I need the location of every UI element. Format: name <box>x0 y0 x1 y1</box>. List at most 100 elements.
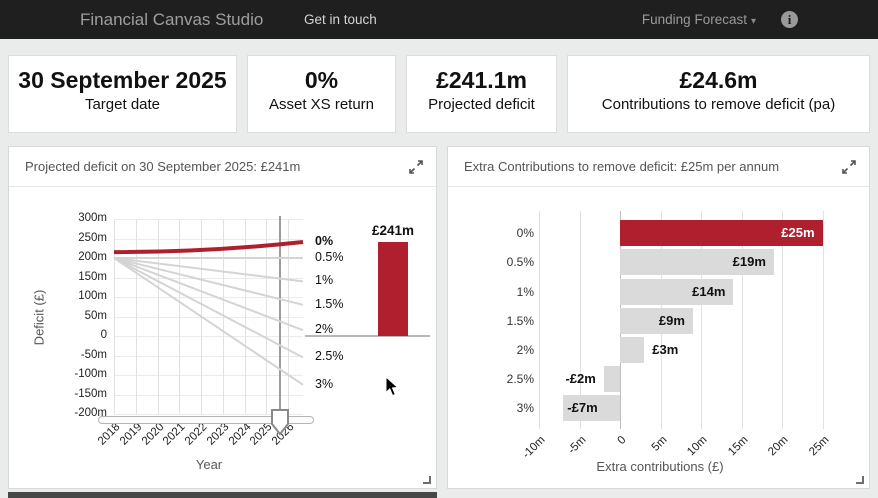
panel-resize-handle[interactable] <box>423 476 431 484</box>
bar-value-label: -£7m <box>567 400 598 415</box>
hbar-row: £3m <box>448 337 871 363</box>
stat-card-projected-deficit: £241.1m Projected deficit <box>406 55 557 133</box>
cutoff-panel-top <box>8 492 437 498</box>
x-axis-label: Year <box>195 457 223 472</box>
stat-value: £24.6m <box>679 67 758 93</box>
expand-icon[interactable] <box>408 159 424 175</box>
fan-label-4: 2% <box>315 322 334 337</box>
contribution-bar <box>563 395 620 421</box>
gridline <box>179 219 180 414</box>
category-label: 0% <box>516 226 534 240</box>
gridline <box>114 258 303 259</box>
hbar-row: £19m <box>448 249 871 275</box>
category-label: 0.5% <box>506 255 534 269</box>
gridline <box>823 211 824 429</box>
year-slider-handle[interactable] <box>271 409 289 436</box>
category-label: 2.5% <box>506 372 534 386</box>
gridline <box>114 278 303 279</box>
stat-value: 0% <box>304 67 339 93</box>
expand-icon[interactable] <box>841 159 857 175</box>
app-title: Financial Canvas Studio <box>80 10 264 29</box>
hbar-row: £9m <box>448 308 871 334</box>
panel-title: Extra Contributions to remove deficit: £… <box>464 159 780 174</box>
navbar: Financial Canvas Studio Get in touch Fun… <box>0 0 878 39</box>
contribution-bar <box>620 279 734 305</box>
fan-label-0: 0% <box>315 234 334 248</box>
fan-label-1: 0.5% <box>315 250 344 264</box>
bar-value-label: -£2m <box>565 371 596 386</box>
gridline <box>288 219 289 414</box>
fan-label-6: 3% <box>315 376 334 391</box>
extra-contributions-panel: Extra Contributions to remove deficit: £… <box>447 146 870 489</box>
y-tick: 200m <box>78 251 107 263</box>
y-tick: 300m <box>78 212 107 224</box>
gridline <box>114 297 303 298</box>
gridline <box>580 211 581 429</box>
hbar-row: £25m <box>448 220 871 246</box>
gridline <box>245 219 246 414</box>
deficit-bar <box>378 242 408 336</box>
gridline <box>201 219 202 414</box>
y-tick: 0 <box>100 329 107 341</box>
y-tick: -50m <box>80 349 107 361</box>
stat-label: Target date <box>84 96 161 113</box>
info-icon[interactable]: i <box>781 11 798 28</box>
contribution-bar <box>620 337 645 363</box>
bar-value-label: £25m <box>781 225 815 240</box>
fan-label-2: 1% <box>315 273 334 288</box>
year-slider-track[interactable] <box>98 416 314 424</box>
gridline <box>539 211 540 429</box>
bar-value-label: £9m <box>658 313 685 328</box>
get-in-touch-link[interactable]: Get in touch <box>304 12 377 27</box>
contribution-bar <box>620 308 693 334</box>
y-tick: 150m <box>78 271 107 283</box>
gridline <box>114 356 303 357</box>
stat-card-asset-xs-return: 0% Asset XS return <box>247 55 396 133</box>
x-axis-label: Extra contributions (£) <box>596 459 724 474</box>
gridline <box>114 336 303 337</box>
stat-label: Asset XS return <box>268 96 375 113</box>
gridline <box>158 219 159 414</box>
gridline <box>782 211 783 429</box>
panel-header: Extra Contributions to remove deficit: £… <box>448 147 869 187</box>
gridline <box>114 219 115 414</box>
gridline <box>223 219 224 414</box>
bar-value-label: £19m <box>732 254 766 269</box>
gridline <box>742 211 743 429</box>
category-label: 2% <box>516 343 534 357</box>
fan-label-5: 2.5% <box>315 349 344 364</box>
stat-label: Projected deficit <box>428 96 535 113</box>
panel-title: Projected deficit on 30 September 2025: … <box>25 159 301 174</box>
contribution-bar <box>603 366 620 392</box>
y-tick: 50m <box>84 310 107 322</box>
stat-card-contributions: £24.6m Contributions to remove deficit (… <box>567 55 870 133</box>
stat-value: £241.1m <box>436 67 527 93</box>
category-label: 1.5% <box>506 314 534 328</box>
panel-resize-handle[interactable] <box>856 476 864 484</box>
contribution-bar <box>620 249 774 275</box>
chevron-down-icon: ▾ <box>750 16 756 27</box>
projected-deficit-panel: Projected deficit on 30 September 2025: … <box>8 146 437 489</box>
funding-forecast-dropdown[interactable]: Funding Forecast ▾ <box>641 12 756 27</box>
gridline <box>114 317 303 318</box>
panel-header: Projected deficit on 30 September 2025: … <box>9 147 436 187</box>
stat-value: 30 September 2025 <box>18 67 227 93</box>
y-axis-label: Deficit (£) <box>31 289 47 346</box>
y-tick: -150m <box>74 388 107 400</box>
bar-value-label: £3m <box>652 342 679 357</box>
y-tick: 250m <box>78 232 107 244</box>
deficit-bar-label: £241m <box>371 223 415 238</box>
y-tick: -100m <box>74 368 107 380</box>
mouse-cursor <box>385 377 399 397</box>
contribution-bar <box>620 220 823 246</box>
gridline <box>114 375 303 376</box>
bar-value-label: £14m <box>692 284 726 299</box>
gridline <box>701 211 702 429</box>
gridline <box>114 239 303 240</box>
gridline <box>114 395 303 396</box>
category-label: 3% <box>516 401 534 415</box>
fan-label-3: 1.5% <box>315 296 344 311</box>
hbar-row: £14m <box>448 279 871 305</box>
y-tick: 100m <box>78 290 107 302</box>
stat-card-target-date: 30 September 2025 Target date <box>8 55 237 133</box>
